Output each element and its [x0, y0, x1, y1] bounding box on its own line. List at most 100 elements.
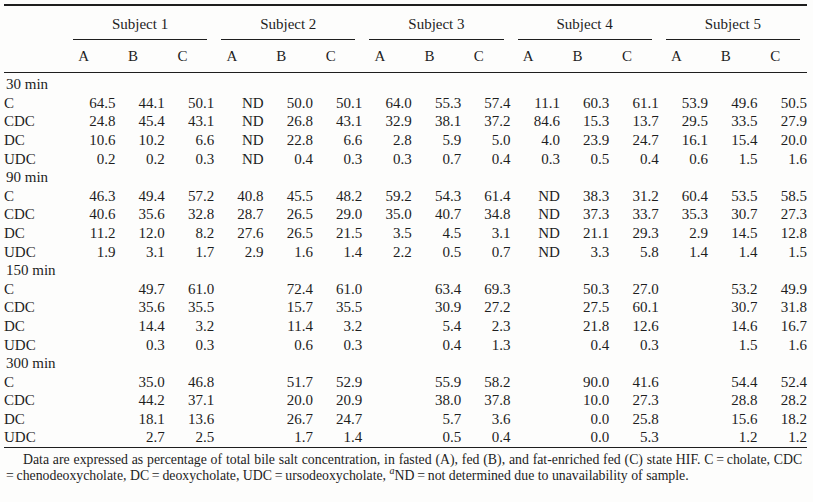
- value-cell: [659, 280, 708, 299]
- value-cell: 14.6: [708, 317, 757, 336]
- value-cell: 5.0: [461, 131, 510, 150]
- value-cell: 0.4: [412, 336, 461, 355]
- value-cell: 5.9: [412, 131, 461, 150]
- value-cell: ND: [511, 224, 560, 243]
- value-cell: 0.7: [412, 150, 461, 169]
- table-row: DC11.212.08.227.626.521.53.54.53.1ND21.1…: [4, 224, 807, 243]
- value-cell: [362, 410, 411, 429]
- value-cell: 45.5: [264, 187, 313, 206]
- value-cell: 55.3: [412, 94, 461, 113]
- value-cell: 2.7: [115, 428, 164, 447]
- value-cell: [362, 373, 411, 392]
- col-header-c-subject-2: C: [313, 40, 362, 73]
- value-cell: 35.0: [362, 205, 411, 224]
- value-cell: 60.3: [560, 94, 609, 113]
- value-cell: 20.0: [264, 391, 313, 410]
- value-cell: 0.3: [511, 150, 560, 169]
- value-cell: 14.5: [708, 224, 757, 243]
- value-cell: [66, 373, 115, 392]
- value-cell: 28.8: [708, 391, 757, 410]
- value-cell: 44.1: [115, 94, 164, 113]
- value-cell: 5.8: [609, 243, 658, 262]
- value-cell: 0.6: [659, 150, 708, 169]
- value-cell: 27.6: [214, 224, 263, 243]
- value-cell: 15.6: [708, 410, 757, 429]
- value-cell: 0.3: [313, 150, 362, 169]
- value-cell: 2.3: [461, 317, 510, 336]
- value-cell: [66, 298, 115, 317]
- value-cell: 35.6: [115, 205, 164, 224]
- value-cell: 5.4: [412, 317, 461, 336]
- value-cell: 38.1: [412, 112, 461, 131]
- value-cell: 53.5: [708, 187, 757, 206]
- value-cell: 51.7: [264, 373, 313, 392]
- bile-acid-label: C: [4, 280, 66, 299]
- subject-3-label: Subject 3: [369, 15, 503, 40]
- value-cell: 13.7: [609, 112, 658, 131]
- bile-acid-label: DC: [4, 224, 66, 243]
- value-cell: 12.6: [609, 317, 658, 336]
- value-cell: 11.1: [511, 94, 560, 113]
- value-cell: 49.7: [115, 280, 164, 299]
- value-cell: 33.5: [708, 112, 757, 131]
- value-cell: [511, 298, 560, 317]
- value-cell: 0.2: [115, 150, 164, 169]
- value-cell: 6.6: [313, 131, 362, 150]
- value-cell: 34.8: [461, 205, 510, 224]
- value-cell: 11.2: [66, 224, 115, 243]
- col-header-b-subject-2: B: [264, 40, 313, 73]
- value-cell: 29.5: [659, 112, 708, 131]
- value-cell: [362, 298, 411, 317]
- value-cell: 2.2: [362, 243, 411, 262]
- value-cell: 35.5: [165, 298, 214, 317]
- value-cell: 24.8: [66, 112, 115, 131]
- value-cell: 50.3: [560, 280, 609, 299]
- value-cell: 15.3: [560, 112, 609, 131]
- value-cell: 37.1: [165, 391, 214, 410]
- value-cell: [659, 336, 708, 355]
- value-cell: 21.8: [560, 317, 609, 336]
- value-cell: 16.7: [757, 317, 807, 336]
- value-cell: 40.8: [214, 187, 263, 206]
- bile-acid-label: UDC: [4, 243, 66, 262]
- value-cell: 3.2: [165, 317, 214, 336]
- subject-2-label: Subject 2: [221, 15, 355, 40]
- col-header-b-subject-4: B: [560, 40, 609, 73]
- value-cell: 2.8: [362, 131, 411, 150]
- table-row: C35.046.851.752.955.958.290.041.654.452.…: [4, 373, 807, 392]
- value-cell: 64.5: [66, 94, 115, 113]
- value-cell: 49.6: [708, 94, 757, 113]
- value-cell: 3.3: [560, 243, 609, 262]
- table-row: UDC1.93.11.72.91.61.42.20.50.7ND3.35.81.…: [4, 243, 807, 262]
- value-cell: 14.4: [115, 317, 164, 336]
- value-cell: 0.4: [560, 336, 609, 355]
- value-cell: 24.7: [313, 410, 362, 429]
- table-body: 30 minC64.544.150.1ND50.050.164.055.357.…: [4, 73, 807, 448]
- value-cell: 20.0: [757, 131, 807, 150]
- value-cell: 54.4: [708, 373, 757, 392]
- value-cell: 57.4: [461, 94, 510, 113]
- value-cell: 50.5: [757, 94, 807, 113]
- col-header-c-subject-4: C: [609, 40, 658, 73]
- col-header-a-subject-4: A: [511, 40, 560, 73]
- value-cell: 27.9: [757, 112, 807, 131]
- value-cell: [659, 410, 708, 429]
- table-row: C46.349.457.240.845.548.259.254.361.4ND3…: [4, 187, 807, 206]
- time-group-label: 30 min: [4, 73, 807, 94]
- corner-cell: [4, 40, 66, 73]
- value-cell: [66, 317, 115, 336]
- value-cell: 4.5: [412, 224, 461, 243]
- value-cell: [511, 428, 560, 447]
- value-cell: [659, 391, 708, 410]
- table-row: UDC2.72.51.71.40.50.40.05.31.21.2: [4, 428, 807, 447]
- value-cell: 1.5: [757, 243, 807, 262]
- value-cell: [511, 317, 560, 336]
- bile-acid-label: CDC: [4, 205, 66, 224]
- value-cell: ND: [511, 205, 560, 224]
- table-row: UDC0.20.20.3ND0.40.30.30.70.40.30.50.40.…: [4, 150, 807, 169]
- value-cell: 15.7: [264, 298, 313, 317]
- bile-acid-label: UDC: [4, 336, 66, 355]
- value-cell: [214, 391, 263, 410]
- value-cell: 37.3: [560, 205, 609, 224]
- value-cell: 61.1: [609, 94, 658, 113]
